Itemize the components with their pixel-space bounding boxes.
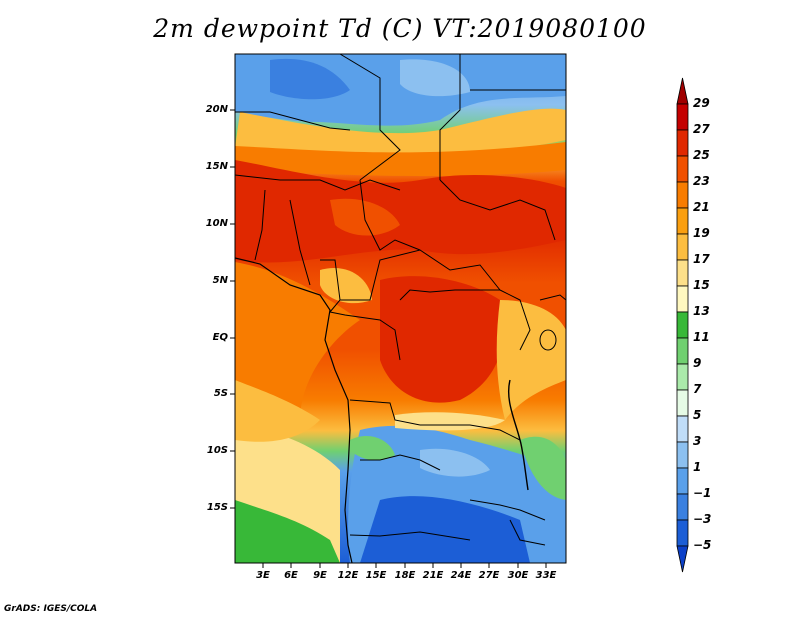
colorbar-level-label: 25 [693,148,710,162]
lon-label-6e: 6E [284,570,298,581]
lat-label-10s: 10S [206,445,228,456]
colorbar-bin [676,415,689,443]
lon-label-24e: 24E [450,570,472,581]
colorbar-bin [676,519,689,547]
colorbar-bin [676,207,689,235]
colorbar-level-label: 23 [693,174,710,188]
colorbar-level-label: 19 [693,226,710,240]
colorbar-bin [676,337,689,365]
colorbar-level-label: −1 [693,486,712,500]
colorbar-bin [676,233,689,261]
map-title: 2m dewpoint Td (C) VT:2019080100 [153,14,647,43]
axis-ticks [230,109,547,568]
lat-label-5s: 5S [213,388,228,399]
colorbar-bin [676,129,689,157]
colorbar-level-label: 3 [693,434,702,448]
colorbar-level-label: 9 [693,356,702,370]
colorbar-bin [676,545,689,573]
colorbar-level-label: 13 [693,304,710,318]
map-frame [234,53,567,564]
colorbar-level-label: 1 [693,460,702,474]
lon-label-15e: 15E [365,570,387,581]
lon-label-12e: 12E [337,570,359,581]
lon-label-27e: 27E [478,570,500,581]
coastline [235,257,353,563]
lat-label-5n: 5N [212,275,228,286]
country-borders [235,54,566,546]
colorbar-bin [676,363,689,391]
grads-credit: GrADS: IGES/COLA [4,604,98,614]
rift-lakes [508,379,529,491]
colorbar-level-label: −3 [693,512,712,526]
lon-label-21e: 21E [422,570,444,581]
lat-label-15s: 15S [206,502,228,513]
colorbar-bin [676,493,689,521]
lon-label-18e: 18E [394,570,416,581]
colorbar-bin [676,155,689,183]
colorbar-bin [676,77,689,105]
lat-label-10n: 10N [205,218,228,229]
lat-label-15n: 15N [205,161,228,172]
colorbar-level-label: 21 [693,200,710,214]
lake-victoria [539,329,557,351]
lon-label-33e: 33E [535,570,557,581]
colorbar-bin [676,181,689,209]
colorbar-bin [676,259,689,287]
colorbar-level-label: 15 [693,278,710,292]
colorbar-bin [676,311,689,339]
dewpoint-field [235,54,566,563]
colorbar-level-label: 17 [693,252,710,266]
colorbar-bin [676,467,689,495]
colorbar-level-label: 11 [693,330,710,344]
colorbar-level-label: 27 [693,122,710,136]
colorbar-level-label: −5 [693,538,712,552]
colorbar-bin [676,441,689,469]
colorbar-level-label: 7 [693,382,702,396]
colorbar-level-label: 5 [693,408,702,422]
colorbar [676,77,689,573]
colorbar-bin [676,103,689,131]
lon-label-9e: 9E [313,570,327,581]
colorbar-level-label: 29 [693,96,710,110]
lon-label-3e: 3E [256,570,270,581]
lon-label-30e: 30E [507,570,529,581]
lat-label-20n: 20N [205,104,228,115]
lat-label-eq: EQ [212,332,228,343]
colorbar-bin [676,285,689,313]
colorbar-bin [676,389,689,417]
